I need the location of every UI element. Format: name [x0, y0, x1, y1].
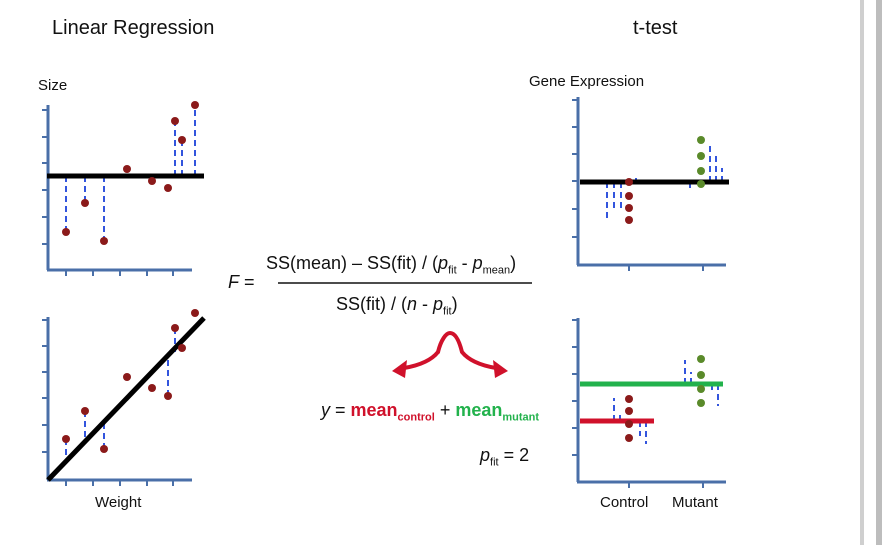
data-points	[62, 309, 199, 453]
weight-label: Weight	[95, 494, 142, 511]
right-edge-border	[876, 0, 882, 545]
mutant-points	[697, 355, 705, 407]
mutant-points	[697, 136, 705, 188]
curved-arrows	[392, 330, 508, 378]
control-label: Control	[600, 494, 649, 511]
bottom-right-plot	[572, 318, 726, 488]
pfit-equation: pfit = 2	[480, 445, 530, 469]
formula-denominator: SS(fit) / (n - pfit)	[336, 294, 458, 318]
formula-numerator: SS(mean) – SS(fit) / (pfit - pmean)	[266, 253, 517, 277]
regression-line	[46, 316, 206, 482]
left-arrowhead	[392, 360, 407, 378]
data-points	[62, 101, 199, 245]
right-edge-divider	[860, 0, 864, 545]
size-label: Size	[38, 77, 68, 94]
bottom-left-plot	[42, 309, 206, 486]
f-symbol: F =	[228, 272, 255, 292]
residuals-fit	[65, 328, 183, 455]
top-left-plot	[42, 101, 204, 276]
control-points	[625, 178, 633, 224]
gene-expression-label: Gene Expression	[529, 73, 645, 90]
model-equation: y = meancontrol + meanmutant	[321, 400, 540, 424]
control-points	[625, 395, 633, 442]
top-right-plot	[572, 97, 729, 271]
residuals-mean	[65, 105, 196, 241]
right-arrowhead	[493, 360, 508, 378]
left-title: Linear Regression	[52, 17, 215, 39]
mutant-label: Mutant	[672, 494, 718, 511]
right-title: t-test	[633, 17, 678, 39]
